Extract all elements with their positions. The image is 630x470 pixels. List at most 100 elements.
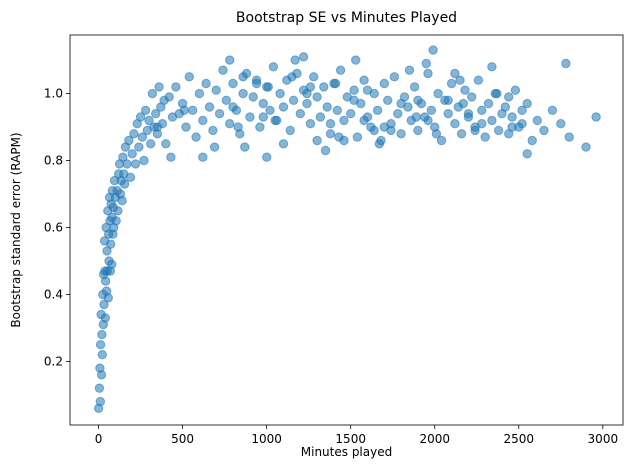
data-point xyxy=(349,95,359,106)
data-point xyxy=(275,88,285,99)
data-point xyxy=(426,105,437,116)
data-point xyxy=(179,105,190,116)
data-point xyxy=(164,92,174,102)
data-point xyxy=(456,129,467,139)
data-point xyxy=(106,239,116,249)
data-point xyxy=(238,88,248,99)
data-point xyxy=(581,142,591,152)
data-point xyxy=(151,109,161,119)
data-point xyxy=(487,115,497,126)
data-point xyxy=(396,98,406,109)
data-point xyxy=(396,129,406,139)
data-point xyxy=(379,122,389,132)
data-point xyxy=(161,139,171,149)
data-point xyxy=(251,78,262,89)
data-point xyxy=(477,105,487,116)
data-point xyxy=(332,105,342,116)
data-point xyxy=(118,152,128,162)
data-point xyxy=(295,109,305,119)
data-point xyxy=(298,52,309,62)
data-point xyxy=(140,105,151,116)
data-point xyxy=(522,98,532,109)
data-point xyxy=(564,132,574,142)
data-point xyxy=(436,135,447,146)
data-point xyxy=(359,75,369,85)
data-point xyxy=(389,72,400,82)
data-point xyxy=(312,92,322,102)
data-point xyxy=(124,135,134,146)
y-tick-label: 0.8 xyxy=(44,154,63,168)
data-point xyxy=(334,132,344,142)
data-point xyxy=(268,62,279,72)
y-tick-label: 1.0 xyxy=(44,87,63,101)
data-point xyxy=(325,119,336,129)
data-point xyxy=(122,159,132,169)
data-point xyxy=(111,216,121,226)
data-point xyxy=(421,58,431,69)
data-point xyxy=(455,75,465,85)
data-point xyxy=(510,85,521,95)
data-point xyxy=(240,142,250,152)
data-point xyxy=(166,152,176,162)
data-point xyxy=(255,122,265,132)
data-point xyxy=(413,125,423,136)
data-point xyxy=(561,58,571,69)
data-point xyxy=(532,115,542,126)
chart-title: Bootstrap SE vs Minutes Played xyxy=(236,10,457,26)
data-point xyxy=(146,139,156,149)
x-tick-label: 3000 xyxy=(588,432,619,446)
data-point xyxy=(362,85,373,95)
data-point xyxy=(278,139,289,149)
data-point xyxy=(500,102,510,112)
data-point xyxy=(103,293,114,303)
data-point xyxy=(184,72,195,82)
data-point xyxy=(258,112,268,122)
data-point xyxy=(204,102,215,112)
x-tick-label: 2000 xyxy=(419,432,450,446)
data-point xyxy=(493,125,504,136)
data-point xyxy=(97,329,107,340)
data-point xyxy=(171,82,181,92)
data-point xyxy=(100,276,111,286)
data-point xyxy=(504,92,514,102)
data-point xyxy=(413,95,423,106)
data-point xyxy=(95,396,106,407)
data-point xyxy=(209,142,220,152)
data-point xyxy=(238,72,248,82)
data-point xyxy=(487,62,497,72)
data-point xyxy=(113,206,123,216)
data-point xyxy=(137,132,148,142)
data-point xyxy=(446,78,457,89)
x-axis-ticks: 0 500 1000 1500 2000 2500 3000 xyxy=(95,425,618,446)
data-point xyxy=(483,98,494,109)
data-point xyxy=(443,109,453,119)
data-point xyxy=(423,115,433,126)
data-point xyxy=(428,45,438,55)
data-point xyxy=(100,313,111,323)
data-point xyxy=(352,132,363,142)
data-point xyxy=(473,75,484,85)
y-tick-label: 0.2 xyxy=(44,354,63,368)
data-point xyxy=(139,155,149,166)
data-point xyxy=(97,350,108,360)
data-point xyxy=(492,88,502,99)
data-point xyxy=(359,115,369,126)
data-points xyxy=(93,45,601,413)
data-point xyxy=(198,152,208,162)
data-point xyxy=(458,98,468,109)
data-point xyxy=(527,135,537,146)
data-point xyxy=(258,98,268,109)
data-point xyxy=(99,299,109,310)
data-point xyxy=(335,65,346,75)
data-point xyxy=(129,129,139,139)
data-point xyxy=(270,115,280,126)
data-point xyxy=(278,102,289,112)
data-point xyxy=(404,65,415,75)
data-point xyxy=(507,122,517,132)
data-point xyxy=(319,82,329,92)
data-point xyxy=(443,95,453,106)
data-point xyxy=(467,92,477,102)
data-point xyxy=(94,383,105,393)
data-point xyxy=(265,105,275,116)
